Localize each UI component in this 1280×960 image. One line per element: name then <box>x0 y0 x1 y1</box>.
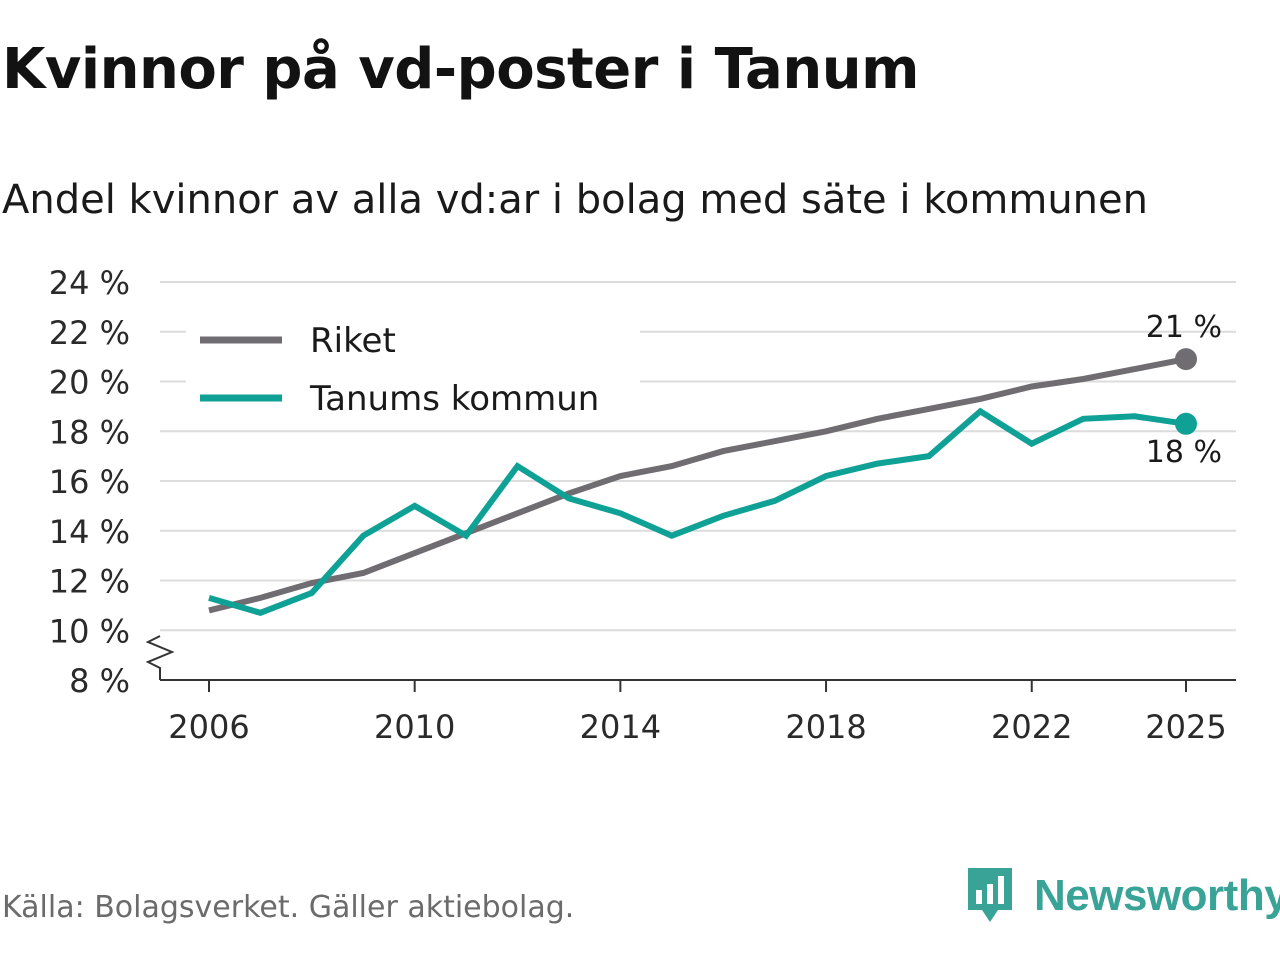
chart-subtitle: Andel kvinnor av alla vd:ar i bolag med … <box>2 177 1148 223</box>
legend-label-tanum: Tanums kommun <box>309 379 599 419</box>
chart-title: Kvinnor på vd-poster i Tanum <box>2 37 919 102</box>
y-tick-label: 22 % <box>49 314 130 352</box>
y-tick-label: 10 % <box>49 612 130 650</box>
y-axis-ticks: 8 % 10 % 12 % 14 % 16 % 18 % 20 % 22 % 24 % <box>49 264 130 700</box>
x-tick-label: 2025 <box>1145 708 1226 746</box>
series-line-tanum <box>208 407 1187 616</box>
y-tick-label: 8 % <box>69 662 130 700</box>
legend: Riket Tanums kommun <box>186 318 640 428</box>
y-tick-label: 16 % <box>49 463 130 501</box>
axis-break-icon <box>145 635 175 680</box>
y-tick-label: 14 % <box>49 513 130 551</box>
source-note: Källa: Bolagsverket. Gäller aktiebolag. <box>2 890 575 925</box>
end-point-riket <box>1175 348 1197 371</box>
y-tick-label: 12 % <box>49 563 130 601</box>
brand-logo: Newsworthy <box>964 866 1280 926</box>
legend-label-riket: Riket <box>310 321 396 361</box>
end-label-tanum: 18 % <box>1146 435 1222 470</box>
x-tick-label: 2018 <box>785 708 866 746</box>
end-labels: 21 % 18 % <box>1146 310 1222 470</box>
x-tick-label: 2014 <box>580 708 661 746</box>
end-point-tanum <box>1175 412 1197 435</box>
y-tick-label: 18 % <box>49 413 130 451</box>
x-tick-label: 2006 <box>168 708 249 746</box>
y-tick-label: 24 % <box>49 264 130 302</box>
series-line-riket <box>208 356 1187 614</box>
x-tick-label: 2010 <box>374 708 455 746</box>
legend-background <box>186 318 640 428</box>
brand-name: Newsworthy <box>1034 871 1280 920</box>
series-lines <box>208 348 1197 616</box>
end-label-riket: 21 % <box>1146 310 1222 345</box>
y-tick-label: 20 % <box>49 364 130 402</box>
newsworthy-logo-icon <box>968 868 1012 922</box>
x-tick-label: 2022 <box>991 708 1072 746</box>
x-axis: 2006 2010 2014 2018 2022 2025 <box>160 679 1236 746</box>
y-axis-break-mark <box>145 635 175 680</box>
